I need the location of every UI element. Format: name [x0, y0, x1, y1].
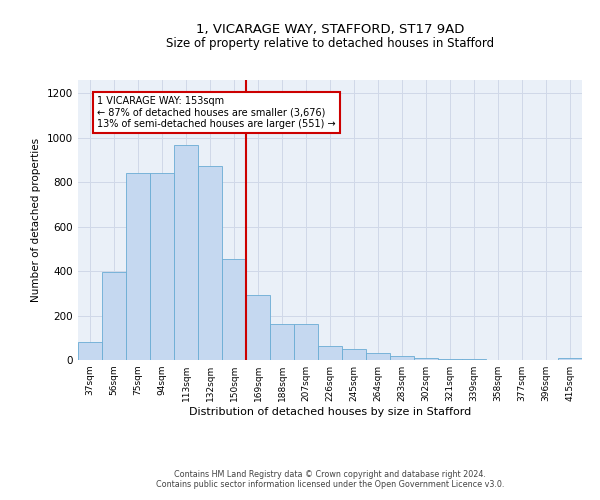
Bar — [390, 356, 414, 360]
Bar — [318, 346, 342, 360]
Text: 1, VICARAGE WAY, STAFFORD, ST17 9AD: 1, VICARAGE WAY, STAFFORD, ST17 9AD — [196, 22, 464, 36]
X-axis label: Distribution of detached houses by size in Stafford: Distribution of detached houses by size … — [189, 407, 471, 417]
Bar — [198, 166, 222, 360]
Text: Contains public sector information licensed under the Open Government Licence v3: Contains public sector information licen… — [156, 480, 504, 489]
Bar — [126, 172, 150, 360]
Bar — [270, 324, 294, 360]
Bar — [438, 359, 462, 360]
Bar — [246, 296, 270, 360]
Text: 1 VICARAGE WAY: 153sqm
← 87% of detached houses are smaller (3,676)
13% of semi-: 1 VICARAGE WAY: 153sqm ← 87% of detached… — [97, 96, 336, 129]
Bar — [174, 145, 198, 360]
Bar — [294, 324, 318, 360]
Bar — [462, 359, 486, 360]
Text: Contains HM Land Registry data © Crown copyright and database right 2024.: Contains HM Land Registry data © Crown c… — [174, 470, 486, 479]
Bar — [150, 172, 174, 360]
Bar — [366, 354, 390, 360]
Bar — [222, 259, 246, 360]
Bar — [342, 350, 366, 360]
Bar — [558, 358, 582, 360]
Bar — [414, 358, 438, 360]
Text: Size of property relative to detached houses in Stafford: Size of property relative to detached ho… — [166, 38, 494, 51]
Bar — [102, 272, 126, 360]
Bar — [78, 342, 102, 360]
Y-axis label: Number of detached properties: Number of detached properties — [31, 138, 41, 302]
